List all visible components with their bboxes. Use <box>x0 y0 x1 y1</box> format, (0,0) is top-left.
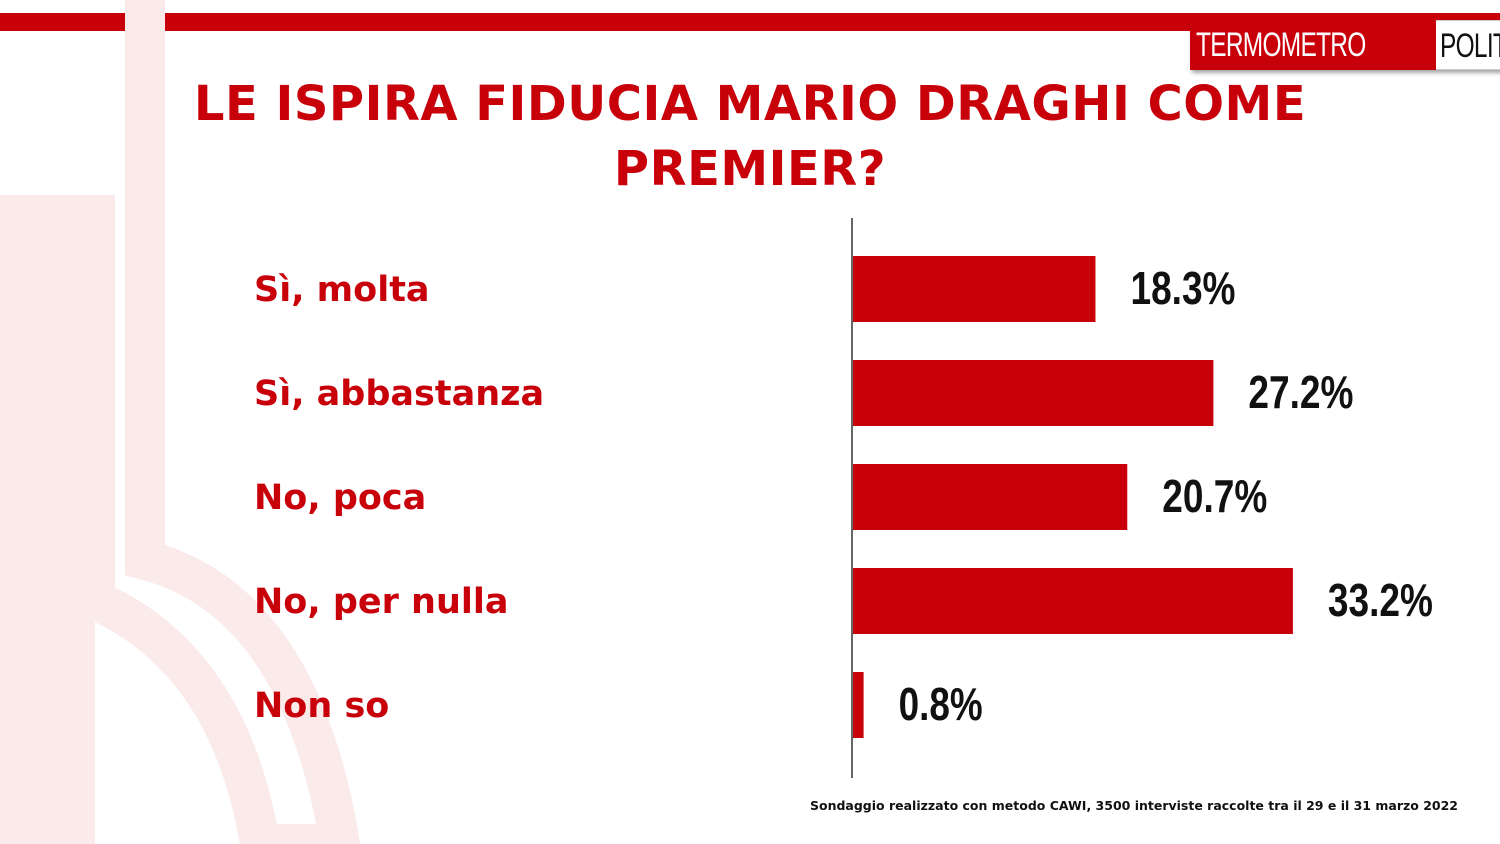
category-label: No, poca <box>254 478 426 518</box>
bar <box>853 464 1128 530</box>
bar <box>853 256 1096 322</box>
value-label: 18.3% <box>1130 262 1235 314</box>
brand-logo: TERMOMETRO POLITICO <box>1190 20 1500 70</box>
brand-logo-part1: TERMOMETRO <box>1196 26 1366 64</box>
category-label: Non so <box>254 686 389 726</box>
category-label: Sì, abbastanza <box>254 374 544 414</box>
value-label: 27.2% <box>1248 366 1353 418</box>
category-label: Sì, molta <box>254 270 430 310</box>
chart-title: LE ISPIRA FIDUCIA MARIO DRAGHI COME PREM… <box>193 76 1307 197</box>
category-label: No, per nulla <box>254 582 509 622</box>
bar <box>853 568 1293 634</box>
source-note: Sondaggio realizzato con metodo CAWI, 35… <box>809 798 1458 813</box>
bar <box>853 672 864 738</box>
value-label: 0.8% <box>899 678 983 730</box>
brand-logo-part2: POLITICO <box>1439 27 1500 65</box>
bar <box>853 360 1214 426</box>
top-accent-bar <box>0 13 1500 31</box>
value-label: 33.2% <box>1328 574 1433 626</box>
value-label: 20.7% <box>1162 470 1267 522</box>
